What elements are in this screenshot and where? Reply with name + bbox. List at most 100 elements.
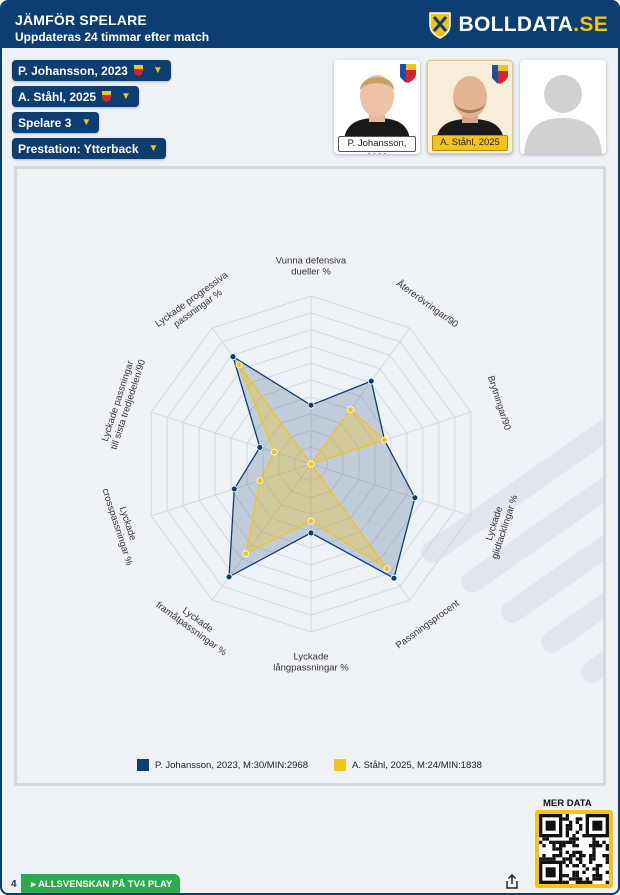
- axis-label-line: dueller %: [291, 267, 331, 278]
- share-icon[interactable]: [505, 874, 519, 890]
- qr-code-icon[interactable]: [535, 810, 613, 888]
- legend-item-player1[interactable]: P. Johansson, 2023, M:30/MIN:2968: [137, 759, 308, 771]
- radar-chart: Vunna defensiva dueller % Återerövringar/9…: [99, 256, 603, 683]
- series-point-2[interactable]: [383, 565, 391, 573]
- player3-select[interactable]: Spelare 3 ▼: [12, 112, 100, 133]
- series-point-2[interactable]: [235, 361, 243, 369]
- chart-legend: P. Johansson, 2023, M:30/MIN:2968 A. Stå…: [137, 759, 482, 771]
- qr-module: [589, 860, 593, 864]
- legend-item-player2[interactable]: A. Ståhl, 2025, M:24/MIN:1838: [333, 759, 482, 771]
- qr-module: [592, 874, 596, 878]
- series-point-2[interactable]: [242, 550, 250, 558]
- qr-module: [579, 857, 583, 861]
- qr-module: [542, 837, 546, 841]
- qr-module: [589, 880, 593, 884]
- qr-module: [569, 857, 573, 861]
- header-bar: JÄMFÖR SPELARE Uppdateras 24 timmar efte…: [2, 2, 618, 48]
- qr-module: [569, 877, 573, 881]
- qr-module: [539, 857, 543, 861]
- player1-select[interactable]: P. Johansson, 2023 ▼: [12, 60, 171, 81]
- qr-module: [572, 844, 576, 848]
- legend-label: A. Ståhl, 2025, M:24/MIN:1838: [351, 759, 482, 771]
- qr-module: [569, 837, 573, 841]
- qr-module: [605, 880, 609, 884]
- performance-select[interactable]: Prestation: Ytterback ▼: [12, 138, 167, 159]
- series-point-2[interactable]: [307, 517, 315, 525]
- qr-module: [589, 854, 593, 858]
- player-card-empty[interactable]: [520, 60, 606, 154]
- qr-module: [565, 817, 569, 821]
- qr-module: [582, 880, 586, 884]
- bg-stripe: [501, 441, 603, 623]
- qr-module: [565, 874, 569, 878]
- series-point-1[interactable]: [307, 401, 315, 409]
- player3-select-label: Spelare 3: [18, 115, 72, 130]
- club-badge-icon: [492, 65, 508, 84]
- tv4-play-button[interactable]: ▸ ALLSVENSKAN PÅ TV4 PLAY: [21, 874, 181, 893]
- qr-module: [559, 847, 563, 851]
- qr-module: [559, 850, 563, 854]
- performance-select-label: Prestation: Ytterback: [18, 141, 139, 156]
- qr-module: [562, 840, 566, 844]
- legend-swatch: [333, 759, 346, 771]
- qr-module: [555, 854, 559, 858]
- series-point-1[interactable]: [225, 573, 233, 581]
- player-card-2[interactable]: A. Ståhl, 2025: [427, 60, 513, 154]
- qr-module: [552, 847, 556, 851]
- series-point-1[interactable]: [390, 574, 398, 582]
- series-point-1[interactable]: [307, 529, 315, 537]
- series-point-2[interactable]: [381, 436, 388, 444]
- qr-module: [552, 854, 556, 858]
- player-card-1[interactable]: P. Johansson, 2023: [334, 60, 420, 154]
- qr-module: [562, 817, 566, 821]
- qr-module: [572, 864, 576, 868]
- qr-module: [552, 840, 556, 844]
- qr-module: [575, 874, 579, 878]
- series-point-1[interactable]: [256, 443, 264, 451]
- series-point-1[interactable]: [411, 494, 419, 502]
- qr-module: [592, 844, 596, 848]
- club-badge-icon: [133, 65, 143, 76]
- qr-module: [542, 857, 546, 861]
- brand-shield-icon: [429, 12, 452, 39]
- qr-module: [595, 870, 599, 874]
- series-point-2[interactable]: [347, 406, 354, 414]
- axis-label: Brytningar/90: [485, 374, 513, 431]
- qr-module: [565, 864, 569, 868]
- qr-module: [562, 860, 566, 864]
- qr-module: [602, 840, 606, 844]
- player2-select[interactable]: A. Ståhl, 2025 ▼: [12, 86, 139, 107]
- series-point-1[interactable]: [367, 377, 375, 385]
- axis-label: Lyckade progressivapassningar %: [153, 269, 237, 338]
- qr-module: [552, 857, 556, 861]
- axis-label: Vunna defensiva dueller %: [276, 256, 347, 278]
- qr-module: [565, 857, 569, 861]
- series-point-2[interactable]: [256, 477, 264, 485]
- qr-module: [585, 877, 589, 881]
- legend-label: P. Johansson, 2023, M:30/MIN:2968: [155, 759, 308, 771]
- qr-module: [569, 854, 573, 858]
- series-point-2[interactable]: [307, 460, 315, 468]
- qr-module: [572, 834, 576, 838]
- player2-select-label: A. Ståhl, 2025: [18, 89, 97, 104]
- series-point-1[interactable]: [230, 485, 238, 493]
- qr-module: [582, 870, 586, 874]
- axis-label-line: Passningsprocent: [394, 598, 462, 651]
- axis-label: Återerövringar/90: [394, 278, 460, 330]
- qr-module: [599, 874, 603, 878]
- player-card-name: P. Johansson, 2023: [338, 136, 416, 154]
- qr-module: [592, 877, 596, 881]
- qr-module: [559, 840, 563, 844]
- qr-module: [579, 824, 583, 828]
- series-point-2[interactable]: [270, 448, 278, 456]
- brand-suffix: .SE: [573, 13, 608, 36]
- qr-module: [605, 870, 609, 874]
- qr-module: [565, 850, 569, 854]
- qr-module: [592, 867, 596, 871]
- qr-finder: [545, 867, 556, 878]
- qr-module: [599, 877, 603, 881]
- qr-module: [572, 837, 576, 841]
- axis-label-line: Brytningar/90: [485, 374, 513, 431]
- series-point-1[interactable]: [229, 353, 237, 361]
